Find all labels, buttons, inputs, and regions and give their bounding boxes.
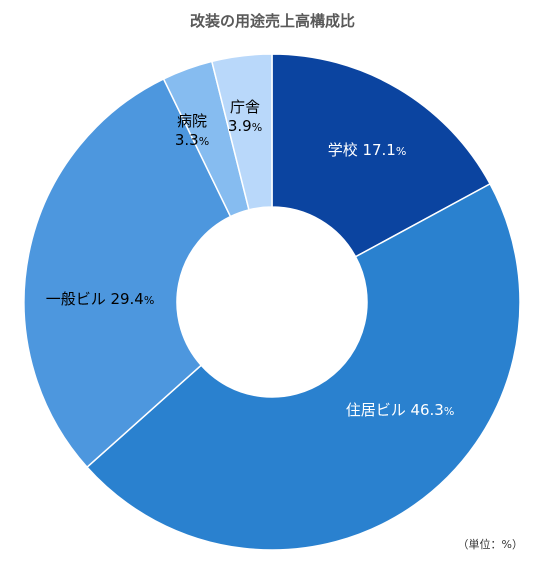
slice-label-1: 学校 17.1% — [328, 141, 407, 159]
slice-3 — [23, 77, 232, 469]
chart-title: 改装の用途売上高構成比 — [189, 12, 355, 30]
slice-label-4: 病院 3.3% — [175, 112, 209, 149]
slice-2 — [85, 182, 521, 551]
slice-1 — [271, 53, 492, 258]
slice-5 — [210, 53, 273, 211]
unit-note: （単位：%） — [457, 538, 523, 551]
slices — [23, 53, 521, 551]
slice-label-5: 庁舎 3.9% — [228, 98, 262, 135]
slice-label-2: 住居ビル 46.3% — [346, 401, 455, 419]
slice-labels: 学校 17.1% 住居ビル 46.3% 一般ビル 29.4% 病院 3.3% 庁舎 3.9% — [46, 98, 455, 419]
slice-label-3: 一般ビル 29.4% — [46, 290, 155, 308]
